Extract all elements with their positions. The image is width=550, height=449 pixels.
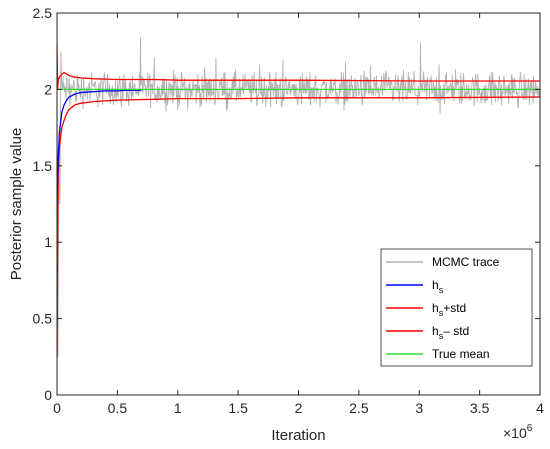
x-tick-label: 0.5 xyxy=(108,400,128,416)
legend-label-base: MCMC trace xyxy=(432,255,500,269)
tick-layer: 0 0.5 1 1.5 2 2.5 3 3.5 4 0 0.5 1 1.5 2 2.5 xyxy=(33,5,545,416)
y-tick-label: 1 xyxy=(44,234,52,250)
legend-label-base: h xyxy=(432,324,439,338)
series-line-hs-minus xyxy=(57,96,540,357)
x-tick-label: 3.5 xyxy=(470,400,490,416)
legend-label-true-mean: True mean xyxy=(432,347,490,361)
legend-label-subscript: s xyxy=(439,308,444,318)
x-axis-label: Iteration xyxy=(271,427,325,444)
y-tick-label: 0.5 xyxy=(33,311,53,327)
x-tick-label: 3 xyxy=(415,400,423,416)
x-tick-label: 2.5 xyxy=(349,400,369,416)
series-line-mcmc-trace xyxy=(57,37,540,357)
legend-label-hs-plus: hs+std xyxy=(432,301,466,318)
legend-label-suffix: – std xyxy=(443,324,469,338)
legend-label-base: True mean xyxy=(432,347,490,361)
legend-label-subscript: s xyxy=(439,331,444,341)
x-tick-label: 1 xyxy=(174,400,182,416)
legend-label-hs-minus: hs– std xyxy=(432,324,469,341)
y-tick-label: 2 xyxy=(44,81,52,97)
x-tick-label: 4 xyxy=(536,400,544,416)
legend-label-suffix: +std xyxy=(443,301,466,315)
y-axis-label: Posterior sample value xyxy=(8,128,25,281)
series-line-hs-plus xyxy=(57,43,540,90)
legend-label-subscript: s xyxy=(439,285,444,295)
x-exponent-power: 6 xyxy=(527,423,533,434)
y-tick-label: 0 xyxy=(44,387,52,403)
x-exponent-base: ×10 xyxy=(503,425,527,441)
series-line-hs xyxy=(57,89,142,205)
x-tick-label: 0 xyxy=(53,400,61,416)
y-tick-label: 1.5 xyxy=(33,158,53,174)
series-layer xyxy=(57,37,540,357)
x-axis-exponent: ×106 xyxy=(503,423,533,441)
x-tick-label: 2 xyxy=(295,400,303,416)
legend-label-base: h xyxy=(432,278,439,292)
legend-label-hs: hs xyxy=(432,278,444,295)
legend-label-mcmc: MCMC trace xyxy=(432,255,500,269)
x-tick-label: 1.5 xyxy=(228,400,248,416)
legend-label-base: h xyxy=(432,301,439,315)
y-tick-label: 2.5 xyxy=(33,5,53,21)
